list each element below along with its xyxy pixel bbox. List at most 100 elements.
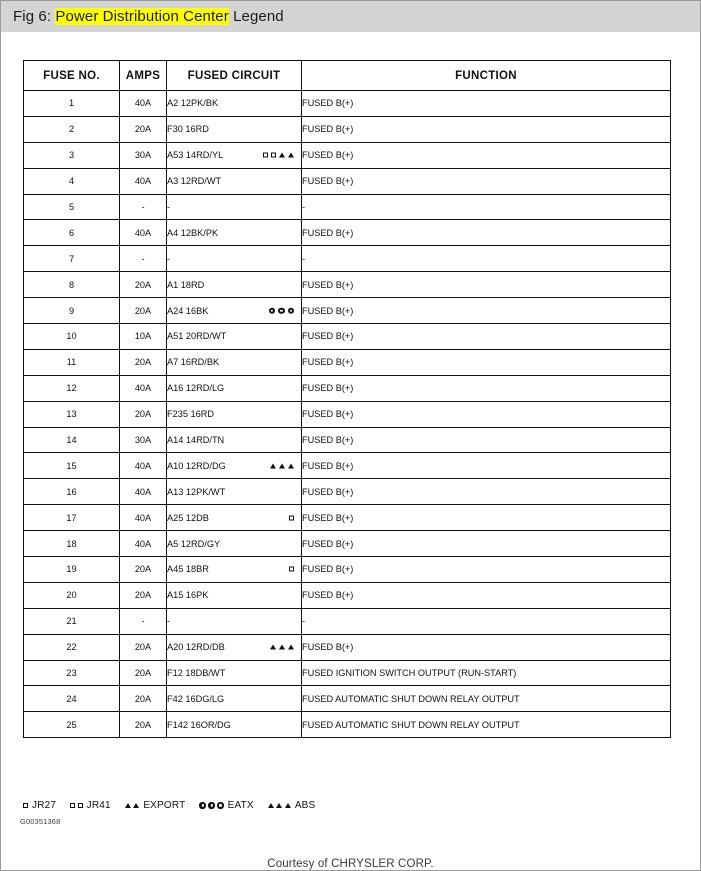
legend-key-symbols	[199, 802, 224, 809]
row-markers	[263, 152, 294, 158]
table-row: 12 40A A16 12RD/LG FUSED B(+)	[23, 374, 671, 402]
circle-marker-icon	[217, 802, 224, 809]
table-row: 17 40A A25 12DB FUSED B(+)	[23, 504, 671, 532]
cell-fused-circuit: F42 16DG/LG	[166, 685, 302, 713]
cell-fuse-no: 4	[23, 167, 120, 195]
circle-marker-icon	[208, 802, 215, 809]
fused-circuit-text: A16 12RD/LG	[167, 383, 225, 394]
fused-circuit-text: A10 12RD/DG	[167, 460, 226, 471]
fused-circuit-text: A45 18BR	[167, 564, 209, 575]
table-row: 24 20A F42 16DG/LG FUSED AUTOMATIC SHUT DOW…	[23, 685, 671, 713]
table-row: 19 20A A45 18BR FUSED B(+)	[23, 556, 671, 583]
fused-circuit-text: -	[167, 253, 171, 264]
cell-amps: -	[119, 245, 167, 273]
table-row: 10 10A A51 20RD/WT FUSED B(+)	[23, 323, 671, 350]
table-header-row: FUSE NO. AMPS FUSED CIRCUIT FUNCTION	[23, 60, 671, 91]
square-marker-icon	[70, 803, 76, 808]
cell-fused-circuit: A1 18RD	[166, 271, 302, 299]
column-header-fuse-no: FUSE NO.	[23, 60, 120, 91]
cell-fused-circuit: A7 16RD/BK	[166, 348, 302, 376]
cell-function: FUSED B(+)	[301, 581, 671, 609]
cell-fuse-no: 21	[23, 607, 120, 635]
cell-fused-circuit: -	[166, 193, 302, 221]
legend-key-symbols	[23, 803, 28, 808]
cell-fused-circuit: -	[166, 245, 302, 273]
triangle-marker-icon	[124, 803, 131, 808]
cell-amps: 40A	[119, 530, 167, 558]
triangle-marker-icon	[284, 803, 291, 808]
legend-key-item: JR27	[23, 800, 56, 811]
cell-amps: 20A	[119, 348, 167, 376]
triangle-marker-icon	[270, 463, 276, 469]
table-row: 20 20A A15 16PK FUSED B(+)	[23, 581, 671, 609]
figure-body: FUSE NO. AMPS FUSED CIRCUIT FUNCTION 1 40…	[1, 32, 700, 870]
table-row: 8 20A A1 18RD FUSED B(+)	[23, 271, 671, 299]
row-markers	[270, 463, 294, 469]
cell-fuse-no: 23	[23, 659, 120, 687]
cell-amps: 20A	[119, 711, 167, 739]
cell-function: FUSED B(+)	[301, 400, 671, 428]
triangle-marker-icon	[270, 644, 276, 650]
fuse-legend-table: FUSE NO. AMPS FUSED CIRCUIT FUNCTION 1 40…	[23, 60, 671, 739]
fused-circuit-text: A7 16RD/BK	[167, 357, 220, 368]
table-row: 22 20A A20 12RD/DB FUSED B(+)	[23, 633, 671, 661]
cell-function: FUSED B(+)	[301, 323, 671, 350]
fused-circuit-text: A13 12PK/WT	[167, 486, 226, 497]
table-header: FUSE NO. AMPS FUSED CIRCUIT FUNCTION	[23, 60, 671, 91]
cell-fused-circuit: A15 16PK	[166, 581, 302, 609]
cell-fused-circuit: A24 16BK	[166, 297, 302, 325]
cell-fuse-no: 18	[23, 530, 120, 558]
cell-fused-circuit: F30 16RD	[166, 115, 302, 143]
cell-fuse-no: 3	[23, 141, 120, 169]
square-marker-icon	[271, 152, 276, 158]
cell-function: FUSED B(+)	[301, 219, 671, 247]
square-marker-icon	[263, 152, 268, 158]
circle-marker-icon	[268, 307, 276, 314]
cell-amps: 40A	[119, 219, 167, 247]
table-row: 11 20A A7 16RD/BK FUSED B(+)	[23, 348, 671, 376]
legend-key-label: JR27	[32, 800, 57, 811]
cell-function: -	[301, 245, 671, 273]
cell-fuse-no: 24	[23, 685, 120, 713]
cell-fuse-no: 12	[23, 374, 120, 402]
fused-circuit-text: F30 16RD	[167, 124, 209, 135]
circle-marker-icon	[287, 307, 294, 314]
cell-fused-circuit: A2 12PK/BK	[166, 90, 302, 117]
legend-key-symbols	[70, 803, 83, 808]
table-row: 23 20A F12 18DB/WT FUSED IGNITION SWITCH OU…	[23, 659, 671, 687]
cell-amps: 20A	[119, 400, 167, 428]
figure-caption-bar: Fig 6: Power Distribution Center Legend	[1, 1, 700, 32]
legend-key-label: ABS	[294, 800, 316, 811]
cell-amps: 10A	[119, 323, 167, 350]
cell-function: FUSED B(+)	[301, 478, 671, 506]
fused-circuit-text: A4 12BK/PK	[167, 227, 219, 238]
legend-key-item: ABS	[267, 800, 316, 811]
cell-fuse-no: 25	[23, 711, 120, 739]
fused-circuit-text: A20 12RD/DB	[167, 642, 225, 653]
table-row: 16 40A A13 12PK/WT FUSED B(+)	[23, 478, 671, 506]
column-header-function: FUNCTION	[301, 60, 671, 91]
cell-fused-circuit: A51 20RD/WT	[166, 323, 302, 350]
row-markers	[289, 515, 294, 521]
square-marker-icon	[77, 803, 83, 808]
fused-circuit-text: A53 14RD/YL	[167, 150, 224, 161]
cell-function: FUSED B(+)	[301, 271, 671, 299]
cell-fused-circuit: A53 14RD/YL	[166, 141, 302, 169]
circle-marker-icon	[278, 307, 285, 314]
cell-fuse-no: 7	[23, 245, 120, 273]
square-marker-icon	[23, 803, 28, 808]
cell-function: FUSED B(+)	[301, 633, 671, 661]
cell-fuse-no: 10	[23, 323, 120, 350]
cell-fused-circuit: A20 12RD/DB	[166, 633, 302, 661]
caption-prefix: Fig 6:	[13, 7, 56, 25]
fused-circuit-text: F142 16OR/DG	[167, 719, 231, 730]
cell-amps: 40A	[119, 90, 167, 117]
caption-highlight: Power Distribution Center	[55, 7, 229, 25]
cell-amps: 40A	[119, 167, 167, 195]
cell-fuse-no: 8	[23, 271, 120, 299]
cell-function: FUSED B(+)	[301, 452, 671, 480]
fused-circuit-text: A2 12PK/BK	[167, 98, 219, 109]
cell-function: FUSED IGNITION SWITCH OUTPUT (RUN-START)	[301, 659, 671, 687]
cell-fuse-no: 14	[23, 426, 120, 454]
